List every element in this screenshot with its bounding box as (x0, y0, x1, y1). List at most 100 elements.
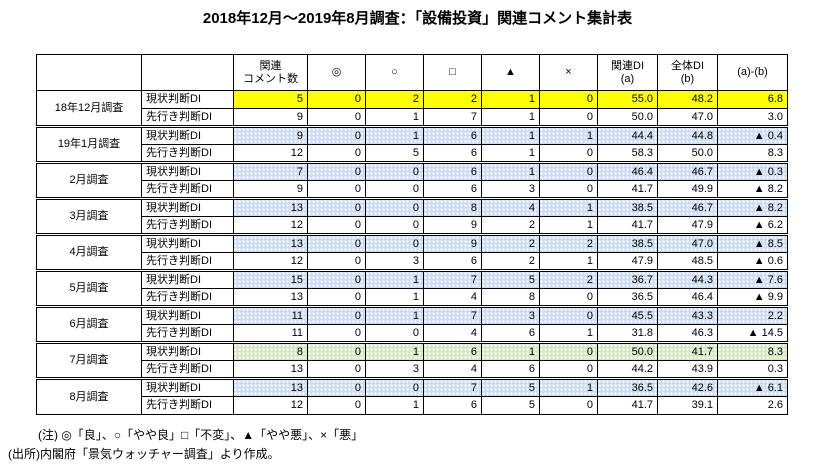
table-row: 先行き判断DI 13 0 1 4 8 0 36.5 46.4 ▲ 9.9 (37, 288, 788, 307)
value-cell-comment-count: 9 (233, 125, 308, 145)
table-row: 先行き判断DI 12 0 5 6 1 0 58.3 50.0 8.3 (37, 144, 788, 163)
di-type-cell: 現状判断DI (141, 341, 234, 361)
table-row: 先行き判断DI 9 0 1 7 1 0 50.0 47.0 3.0 (37, 108, 788, 127)
table-row: 2月調査 現状判断DI 7 0 0 6 1 0 46.4 46.7 ▲ 0.3 (36, 161, 788, 199)
value-cell-diff: 2.6 (717, 396, 788, 415)
value-cell-sym-good: 0 (365, 216, 424, 235)
di-type-cell: 先行き判断DI (141, 108, 234, 127)
value-cell-diff: ▲ 7.6 (717, 269, 788, 289)
value-cell-sym-bad: 0 (539, 396, 598, 415)
value-cell-comment-count: 5 (233, 90, 308, 109)
page-title: 2018年12月～2019年8月調査：「設備投資」関連コメント集計表 (202, 10, 633, 27)
value-cell-overall-di: 47.0 (657, 233, 718, 253)
value-cell-sym-unchanged: 6 (423, 144, 482, 163)
di-type-cell: 現状判断DI (141, 305, 234, 325)
value-cell-overall-di: 43.9 (657, 360, 718, 379)
value-cell-comment-count: 9 (233, 108, 308, 127)
value-cell-related-di: 44.4 (597, 125, 658, 145)
value-cell-diff: ▲ 14.5 (717, 324, 788, 343)
di-type-cell: 先行き判断DI (141, 324, 234, 343)
value-cell-comment-count: 13 (233, 377, 308, 397)
value-cell-diff: 8.3 (717, 341, 788, 361)
value-cell-sym-good: 3 (365, 252, 424, 271)
value-cell-comment-count: 13 (233, 233, 308, 253)
header-related-di: 関連DI (a) (597, 54, 658, 91)
value-cell-sym-unchanged: 6 (423, 125, 482, 145)
value-cell-sym-somewhat-bad: 1 (481, 161, 540, 181)
month-cell: 18年12月調査 (36, 90, 142, 127)
header-sym-excellent: ◎ (307, 54, 366, 91)
value-cell-comment-count: 8 (233, 341, 308, 361)
value-cell-sym-excellent: 0 (307, 197, 366, 217)
table-row: 先行き判断DI 9 0 0 6 3 0 41.7 49.9 ▲ 8.2 (37, 180, 788, 199)
value-cell-sym-good: 1 (365, 305, 424, 325)
value-cell-overall-di: 47.0 (657, 108, 718, 127)
value-cell-sym-bad: 1 (539, 324, 598, 343)
value-cell-comment-count: 12 (233, 144, 308, 163)
value-cell-sym-good: 0 (365, 377, 424, 397)
header-month (36, 54, 142, 91)
value-cell-sym-excellent: 0 (307, 305, 366, 325)
value-cell-sym-good: 1 (365, 269, 424, 289)
value-cell-sym-unchanged: 9 (423, 233, 482, 253)
value-cell-sym-bad: 0 (539, 144, 598, 163)
value-cell-sym-bad: 2 (539, 269, 598, 289)
value-cell-related-di: 47.9 (597, 252, 658, 271)
di-type-cell: 現状判断DI (141, 197, 234, 217)
value-cell-sym-excellent: 0 (307, 360, 366, 379)
di-type-cell: 先行き判断DI (141, 360, 234, 379)
header-overall-di: 全体DI (b) (657, 54, 718, 91)
value-cell-sym-excellent: 0 (307, 288, 366, 307)
di-type-cell: 先行き判断DI (141, 288, 234, 307)
value-cell-sym-excellent: 0 (307, 396, 366, 415)
header-comment-count: 関連 コメント数 (233, 54, 308, 91)
note-legend: (注) ◎「良」、○「やや良」□「不変」、▲「やや悪」、×「悪」 (38, 428, 364, 442)
value-cell-comment-count: 12 (233, 396, 308, 415)
value-cell-diff: 6.8 (717, 90, 788, 109)
di-type-cell: 現状判断DI (141, 269, 234, 289)
value-cell-sym-unchanged: 4 (423, 288, 482, 307)
value-cell-sym-excellent: 0 (307, 341, 366, 361)
value-cell-sym-unchanged: 4 (423, 360, 482, 379)
value-cell-sym-somewhat-bad: 3 (481, 305, 540, 325)
value-cell-comment-count: 15 (233, 269, 308, 289)
value-cell-sym-somewhat-bad: 1 (481, 341, 540, 361)
month-cell: 5月調査 (36, 269, 142, 307)
value-cell-related-di: 41.7 (597, 180, 658, 199)
di-type-cell: 先行き判断DI (141, 144, 234, 163)
value-cell-sym-excellent: 0 (307, 180, 366, 199)
value-cell-sym-excellent: 0 (307, 90, 366, 109)
value-cell-sym-bad: 0 (539, 180, 598, 199)
value-cell-sym-excellent: 0 (307, 108, 366, 127)
value-cell-sym-unchanged: 7 (423, 377, 482, 397)
value-cell-sym-bad: 2 (539, 233, 598, 253)
di-type-cell: 先行き判断DI (141, 252, 234, 271)
value-cell-sym-somewhat-bad: 1 (481, 144, 540, 163)
value-cell-sym-unchanged: 7 (423, 108, 482, 127)
value-cell-related-di: 44.2 (597, 360, 658, 379)
table-row: 3月調査 現状判断DI 13 0 0 8 4 1 38.5 46.7 ▲ 8.2 (36, 197, 788, 235)
value-cell-sym-bad: 1 (539, 216, 598, 235)
month-cell: 4月調査 (36, 233, 142, 271)
value-cell-sym-bad: 0 (539, 108, 598, 127)
header-diff: (a)-(b) (717, 54, 788, 91)
value-cell-sym-good: 1 (365, 288, 424, 307)
value-cell-sym-unchanged: 6 (423, 341, 482, 361)
header-sym-bad: × (539, 54, 598, 91)
value-cell-sym-bad: 0 (539, 90, 598, 109)
table-row: 8月調査 現状判断DI 13 0 0 7 5 1 36.5 42.6 ▲ 6.1 (36, 377, 788, 415)
value-cell-diff: ▲ 0.4 (717, 125, 788, 145)
table-row: 先行き判断DI 11 0 0 4 6 1 31.8 46.3 ▲ 14.5 (37, 324, 788, 343)
value-cell-related-di: 36.7 (597, 269, 658, 289)
value-cell-related-di: 58.3 (597, 144, 658, 163)
value-cell-diff: 0.3 (717, 360, 788, 379)
value-cell-overall-di: 46.7 (657, 161, 718, 181)
value-cell-sym-excellent: 0 (307, 216, 366, 235)
header-sym-good: ○ (365, 54, 424, 91)
value-cell-sym-good: 1 (365, 108, 424, 127)
value-cell-overall-di: 46.3 (657, 324, 718, 343)
value-cell-comment-count: 12 (233, 216, 308, 235)
value-cell-sym-good: 0 (365, 180, 424, 199)
value-cell-sym-excellent: 0 (307, 144, 366, 163)
month-cell: 6月調査 (36, 305, 142, 343)
